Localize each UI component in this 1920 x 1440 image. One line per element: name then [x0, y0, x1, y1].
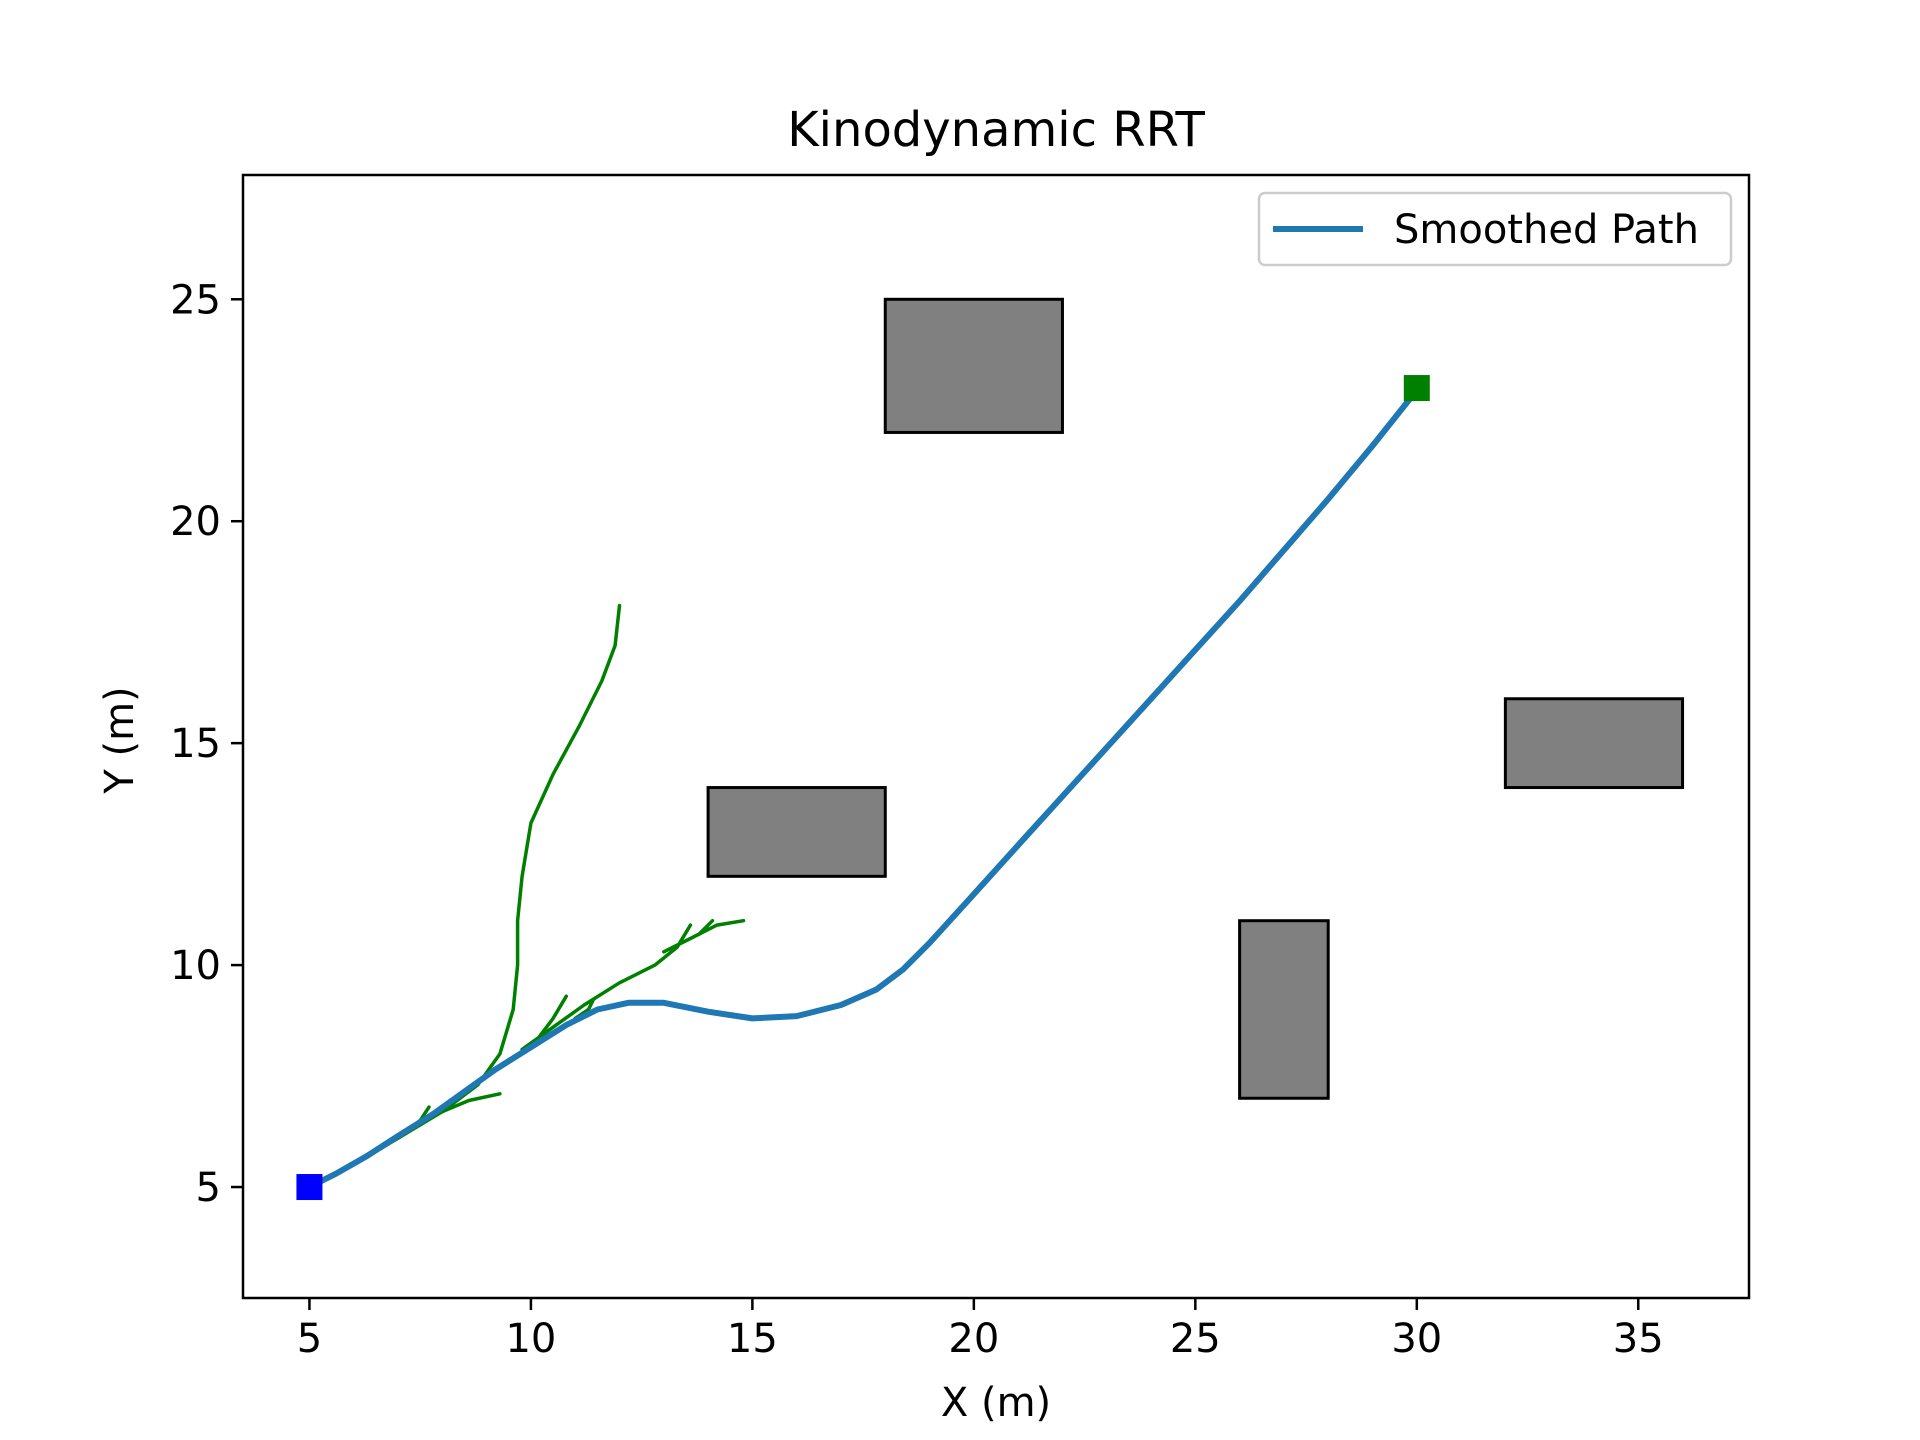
- x-tick-label: 10: [505, 1316, 556, 1362]
- x-axis-title: X (m): [941, 1380, 1051, 1426]
- y-tick-label: 10: [170, 943, 221, 989]
- x-tick-label: 20: [948, 1316, 999, 1362]
- obstacle: [1503, 697, 1685, 790]
- goal-marker: [1403, 375, 1430, 402]
- axes-frame: [241, 173, 1751, 1300]
- obstacle: [883, 297, 1064, 434]
- y-tick-label: 20: [170, 499, 221, 545]
- tree-branch: [538, 994, 569, 1038]
- obstacle: [1238, 919, 1330, 1100]
- x-tick-label: 35: [1613, 1316, 1664, 1362]
- legend: Smoothed Path: [1257, 191, 1733, 267]
- x-tick-label: 5: [297, 1316, 322, 1362]
- legend-label: Smoothed Path: [1394, 207, 1699, 253]
- tree-branch: [440, 1092, 502, 1114]
- tree-branch: [520, 923, 693, 1052]
- y-tick-label: 5: [196, 1165, 221, 1211]
- axes: 5 10 15 20 25 30 35 5 10 15 20 25: [170, 173, 1751, 1362]
- x-tick-label: 15: [727, 1316, 778, 1362]
- smoothed-path-line: [306, 387, 1420, 1190]
- y-tick-label: 15: [170, 721, 221, 767]
- chart-title: Kinodynamic RRT: [787, 102, 1205, 158]
- start-marker: [296, 1174, 323, 1201]
- y-tick-label: 25: [170, 277, 221, 323]
- x-tick-label: 30: [1391, 1316, 1442, 1362]
- y-axis-title: Y (m): [97, 686, 143, 794]
- obstacle: [706, 786, 887, 878]
- tree-branch: [697, 918, 715, 936]
- x-tick-label: 25: [1170, 1316, 1221, 1362]
- legend-box: [1257, 191, 1733, 267]
- plot-area: [296, 297, 1685, 1201]
